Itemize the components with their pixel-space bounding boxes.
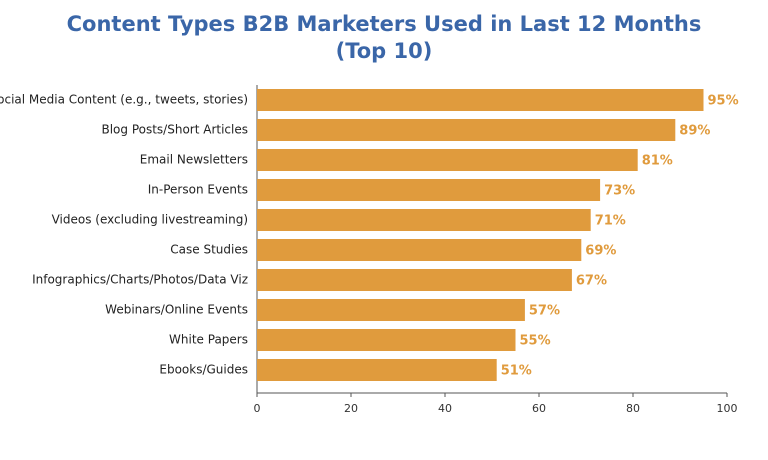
bar: [257, 179, 601, 201]
value-label: 95%: [708, 94, 739, 109]
x-tick-label: 60: [532, 402, 546, 415]
y-tick-label: Infographics/Charts/Photos/Data Viz: [32, 273, 248, 287]
chart-subtitle: (Top 10): [336, 39, 433, 63]
value-label: 51%: [501, 364, 532, 379]
bar: [257, 299, 525, 321]
chart-title: Content Types B2B Marketers Used in Last…: [67, 12, 702, 36]
bar: [257, 239, 582, 261]
value-label: 67%: [576, 274, 607, 289]
bar: [257, 149, 638, 171]
y-tick-label: Ebooks/Guides: [159, 363, 248, 377]
bar: [257, 119, 676, 141]
y-tick-label: Case Studies: [170, 243, 248, 257]
y-tick-label: In-Person Events: [148, 183, 248, 197]
y-tick-label: White Papers: [169, 333, 248, 347]
bar: [257, 269, 572, 291]
x-tick-label: 40: [438, 402, 452, 415]
y-tick-label: Webinars/Online Events: [105, 303, 248, 317]
bar: [257, 209, 591, 231]
x-tick-label: 80: [626, 402, 640, 415]
value-label: 73%: [604, 184, 635, 199]
value-label: 71%: [595, 214, 626, 229]
value-label: 81%: [642, 154, 673, 169]
y-tick-label: Social Media Content (e.g., tweets, stor…: [0, 93, 248, 107]
value-label: 55%: [520, 334, 551, 349]
value-label: 69%: [585, 244, 616, 259]
y-tick-label: Email Newsletters: [140, 153, 248, 167]
x-tick-label: 0: [254, 402, 261, 415]
value-label: 57%: [529, 304, 560, 319]
x-tick-label: 20: [344, 402, 358, 415]
y-tick-label: Blog Posts/Short Articles: [101, 123, 248, 137]
y-tick-label: Videos (excluding livestreaming): [52, 213, 248, 227]
x-tick-label: 100: [717, 402, 738, 415]
value-label: 89%: [679, 124, 710, 139]
bar: [257, 329, 516, 351]
bar: [257, 359, 497, 381]
bar: [257, 89, 704, 111]
